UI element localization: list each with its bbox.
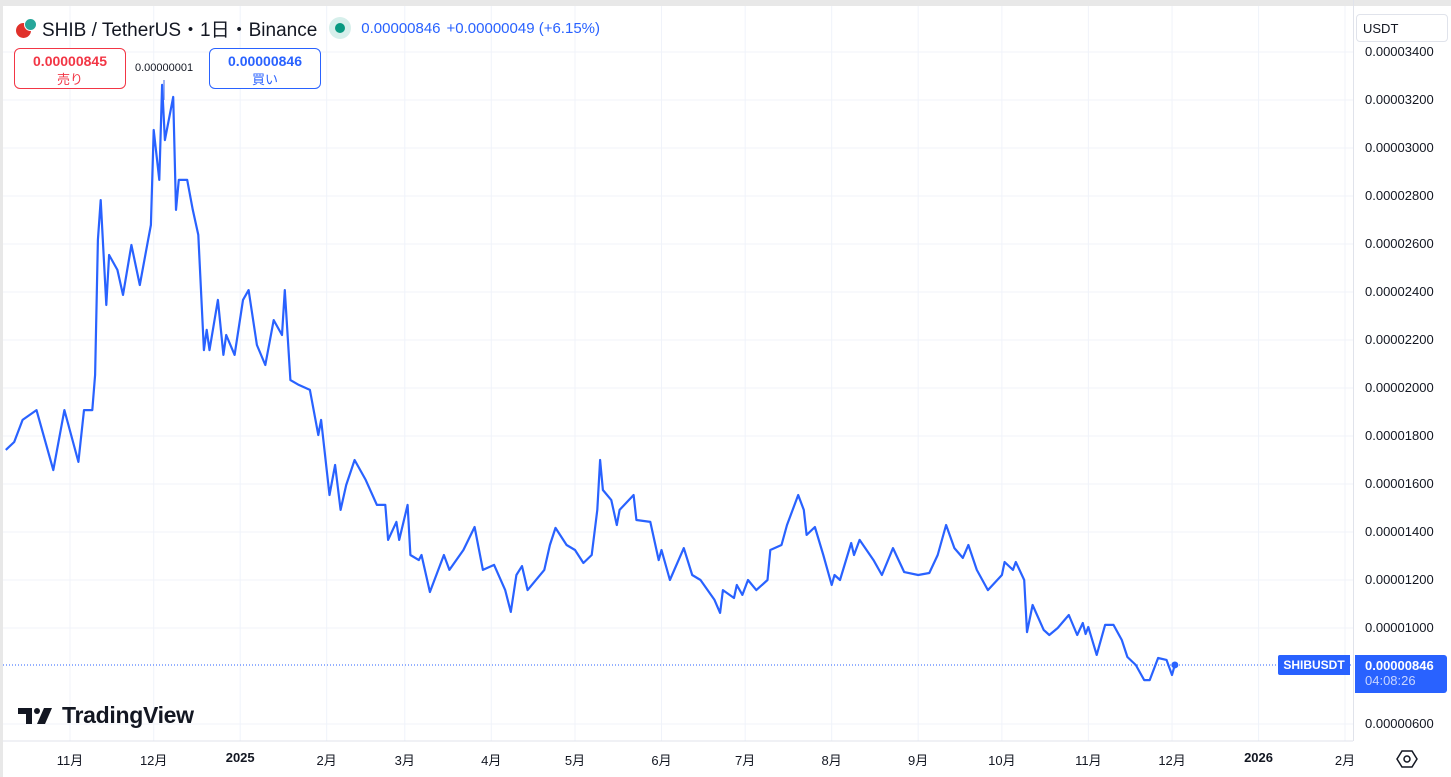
symbol-title[interactable]: SHIB / TetherUS・1日・Binance xyxy=(42,19,318,41)
sell-label: 売り xyxy=(56,72,83,87)
y-tick-label: 0.00003000 xyxy=(1365,140,1434,155)
sell-button[interactable]: 0.00000845 売り xyxy=(14,48,126,89)
x-tick-label: 8月 xyxy=(821,753,842,768)
symbol-legend: SHIB / TetherUS・1日・Binance 0.00000846 +0… xyxy=(14,16,600,41)
y-tick-label: 0.00002000 xyxy=(1365,380,1434,395)
x-tick-label: 2026 xyxy=(1244,750,1273,765)
buy-label: 買い xyxy=(251,72,278,87)
tradingview-logo-icon xyxy=(18,707,52,724)
window-top-border xyxy=(0,0,1451,6)
price-chart[interactable] xyxy=(0,0,1353,777)
x-tick-label: 10月 xyxy=(988,753,1016,768)
y-tick-label: 0.00002200 xyxy=(1365,332,1434,347)
tradingview-logo[interactable]: TradingView xyxy=(18,702,194,729)
y-tick-label: 0.00001600 xyxy=(1365,476,1434,491)
y-tick-label: 0.00001000 xyxy=(1365,620,1434,635)
y-tick-label: 0.00001200 xyxy=(1365,572,1434,587)
x-tick-label: 5月 xyxy=(564,753,586,768)
legend-change: +0.00000049 (+6.15%) xyxy=(446,19,600,37)
y-tick-label: 0.00003200 xyxy=(1365,92,1434,107)
x-tick-label: 6月 xyxy=(651,753,672,768)
window-left-border xyxy=(0,0,3,777)
symbol-price-label: SHIBUSDT xyxy=(1278,655,1350,675)
price-series-line xyxy=(5,83,1176,682)
buy-button[interactable]: 0.00000846 買い xyxy=(209,48,321,89)
y-tick-label: 0.00001400 xyxy=(1365,524,1434,539)
spread-value: 0.00000001 xyxy=(135,62,194,74)
currency-selector[interactable]: USDT xyxy=(1356,14,1448,42)
x-tick-label: 9月 xyxy=(908,753,929,768)
x-tick-label: 2月 xyxy=(316,753,337,768)
x-tick-label: 3月 xyxy=(394,753,415,768)
hexagon-gear-icon[interactable] xyxy=(1396,748,1418,770)
x-tick-label: 2月 xyxy=(1334,753,1356,768)
y-tick-label: 0.00002800 xyxy=(1365,188,1434,203)
x-tick-label: 11月 xyxy=(1075,753,1102,768)
bar-countdown: 04:08:26 xyxy=(1365,673,1416,688)
x-tick-label: 11月 xyxy=(56,753,84,768)
price-axis[interactable]: 0.00003400 0.00003200 0.00003000 0.00002800… xyxy=(1353,0,1451,741)
x-tick-label: 2025 xyxy=(225,750,255,765)
market-open-dot-icon[interactable] xyxy=(329,17,352,39)
last-price-value: 0.00000846 xyxy=(1365,658,1434,673)
y-tick-label: 0.00002400 xyxy=(1365,284,1434,299)
x-tick-label: 4月 xyxy=(481,753,502,768)
last-price-label: 0.00000846 04:08:26 xyxy=(1355,655,1447,693)
x-tick-label: 12月 xyxy=(1158,753,1186,768)
x-tick-label: 7月 xyxy=(735,753,756,768)
legend-price: 0.00000846 xyxy=(361,19,441,37)
x-tick-label: 12月 xyxy=(139,753,168,768)
y-tick-label: 0.00002600 xyxy=(1365,236,1434,251)
y-tick-label: 0.00001800 xyxy=(1365,428,1434,443)
y-tick-label: 0.00003400 xyxy=(1365,44,1434,59)
y-tick-label: 0.00000600 xyxy=(1365,716,1434,731)
buy-price: 0.00000846 xyxy=(228,53,302,69)
last-price-point xyxy=(1171,661,1179,669)
logo-text: TradingView xyxy=(62,702,194,728)
sell-price: 0.00000845 xyxy=(33,53,107,69)
shib-logo-icon xyxy=(14,17,37,39)
